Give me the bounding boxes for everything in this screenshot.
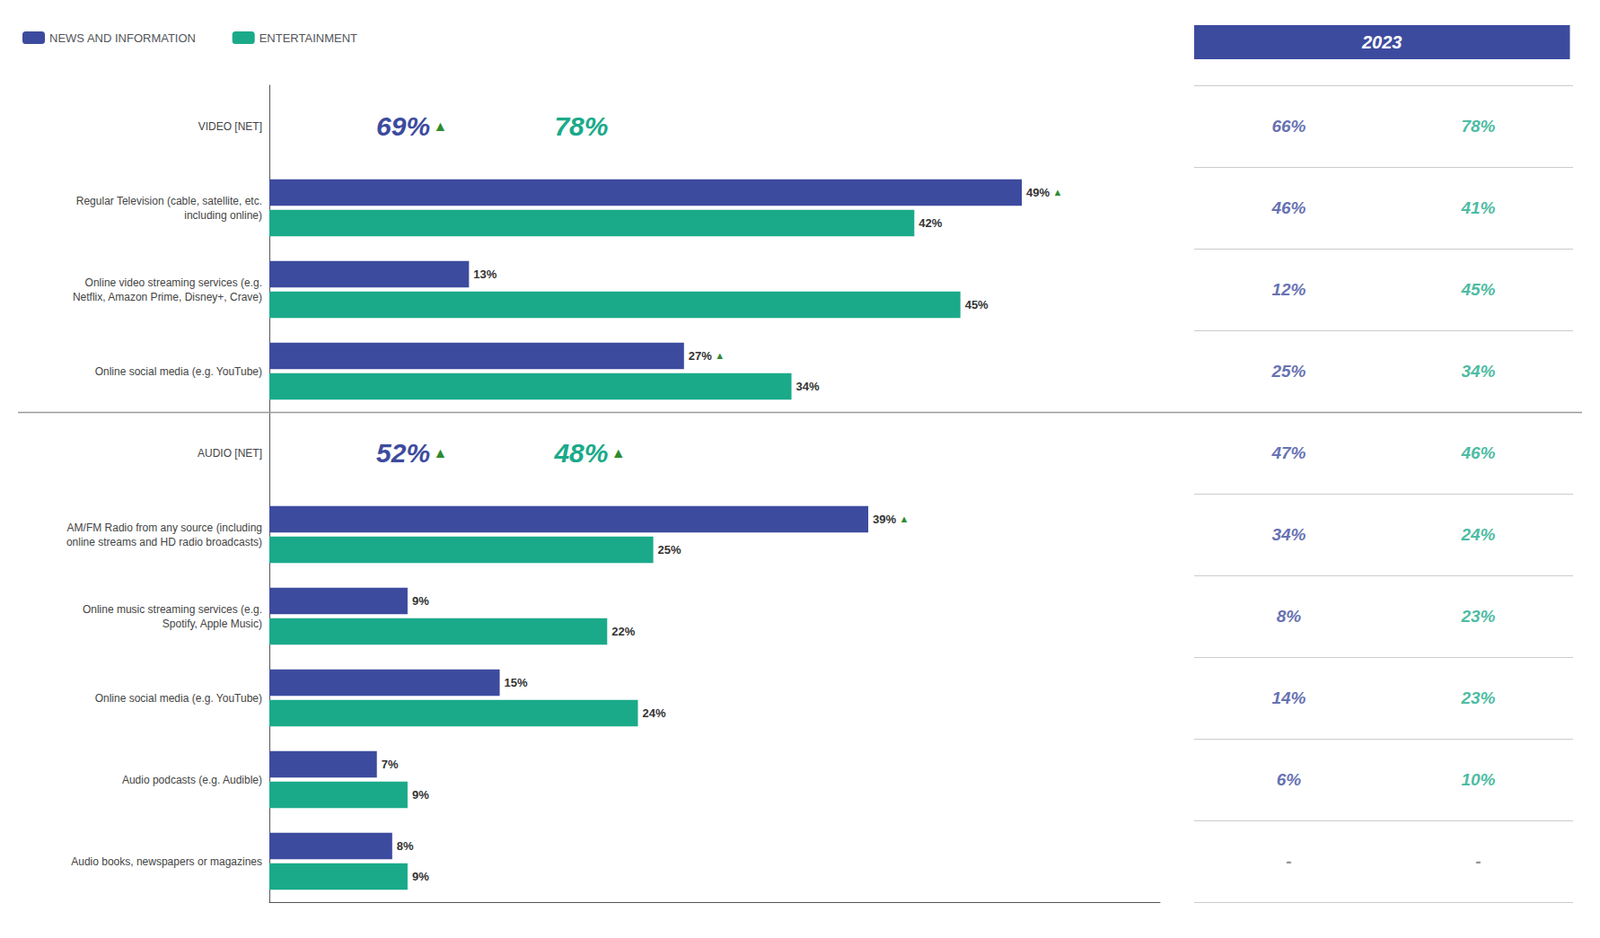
svg-text:48%: 48% (553, 438, 608, 468)
svg-text:NEWS AND INFORMATION: NEWS AND INFORMATION (49, 31, 196, 45)
svg-text:including online): including online) (184, 209, 263, 222)
svg-text:27%: 27% (688, 349, 713, 363)
svg-text:34%: 34% (1460, 361, 1495, 381)
svg-text:▲: ▲ (611, 445, 626, 461)
svg-text:78%: 78% (1460, 116, 1495, 136)
svg-text:6%: 6% (1276, 770, 1302, 790)
svg-text:2023: 2023 (1361, 32, 1403, 53)
svg-text:66%: 66% (1271, 116, 1306, 136)
svg-text:10%: 10% (1460, 770, 1495, 790)
svg-text:Audio podcasts (e.g. Audible): Audio podcasts (e.g. Audible) (122, 773, 263, 787)
svg-text:14%: 14% (1271, 688, 1306, 708)
svg-text:8%: 8% (396, 839, 414, 853)
svg-text:9%: 9% (412, 788, 430, 802)
svg-text:23%: 23% (1459, 688, 1495, 708)
svg-text:34%: 34% (796, 379, 820, 394)
svg-text:Online music streaming service: Online music streaming services (e.g. (82, 603, 263, 616)
svg-text:9%: 9% (412, 870, 430, 884)
svg-text:ENTERTAINMENT: ENTERTAINMENT (259, 31, 358, 45)
svg-text:41%: 41% (1459, 198, 1495, 218)
svg-text:46%: 46% (1459, 443, 1495, 463)
svg-text:9%: 9% (412, 594, 430, 608)
svg-text:12%: 12% (1271, 280, 1306, 299)
svg-text:42%: 42% (918, 216, 942, 230)
svg-text:15%: 15% (504, 676, 528, 690)
svg-text:25%: 25% (1270, 361, 1306, 381)
svg-text:25%: 25% (658, 543, 682, 557)
svg-text:VIDEO [NET]: VIDEO [NET] (198, 120, 263, 133)
svg-text:▲: ▲ (898, 513, 909, 525)
svg-text:22%: 22% (611, 624, 635, 639)
svg-text:49%: 49% (1026, 185, 1050, 200)
svg-text:7%: 7% (381, 757, 399, 772)
svg-text:Netflix, Amazon Prime, Disney+: Netflix, Amazon Prime, Disney+, Crave) (72, 290, 263, 304)
svg-text:Online video streaming service: Online video streaming services (e.g. (85, 276, 263, 290)
svg-text:Regular Television (cable, sat: Regular Television (cable, satellite, et… (76, 194, 263, 208)
svg-text:23%: 23% (1459, 606, 1495, 626)
svg-text:45%: 45% (1459, 280, 1495, 299)
svg-text:▲: ▲ (432, 445, 448, 461)
svg-text:Online social media (e.g. YouT: Online social media (e.g. YouTube) (95, 692, 263, 705)
svg-text:13%: 13% (473, 267, 497, 282)
svg-text:AUDIO [NET]: AUDIO [NET] (197, 447, 263, 460)
svg-text:▲: ▲ (714, 350, 725, 361)
svg-text:▲: ▲ (1052, 186, 1063, 198)
svg-text:46%: 46% (1270, 198, 1306, 218)
svg-text:34%: 34% (1271, 525, 1306, 545)
svg-text:69%: 69% (376, 111, 431, 141)
svg-text:8%: 8% (1276, 606, 1302, 626)
svg-text:45%: 45% (965, 298, 989, 312)
svg-text:-: - (1475, 852, 1481, 871)
svg-text:39%: 39% (872, 512, 897, 527)
svg-text:▲: ▲ (432, 118, 448, 134)
svg-text:Spotify, Apple Music): Spotify, Apple Music) (162, 617, 263, 631)
svg-text:Audio books, newspapers or mag: Audio books, newspapers or magazines (70, 855, 263, 869)
svg-text:24%: 24% (641, 706, 666, 721)
svg-text:78%: 78% (553, 111, 608, 141)
svg-text:24%: 24% (1459, 525, 1495, 545)
svg-text:-: - (1285, 852, 1292, 871)
svg-text:Online social media (e.g. YouT: Online social media (e.g. YouTube) (95, 365, 263, 379)
svg-text:AM/FM Radio from any source (i: AM/FM Radio from any source (including (67, 521, 263, 535)
svg-text:47%: 47% (1270, 443, 1306, 463)
svg-text:online streams and HD radio br: online streams and HD radio broadcasts) (66, 536, 263, 549)
svg-text:52%: 52% (376, 438, 431, 468)
